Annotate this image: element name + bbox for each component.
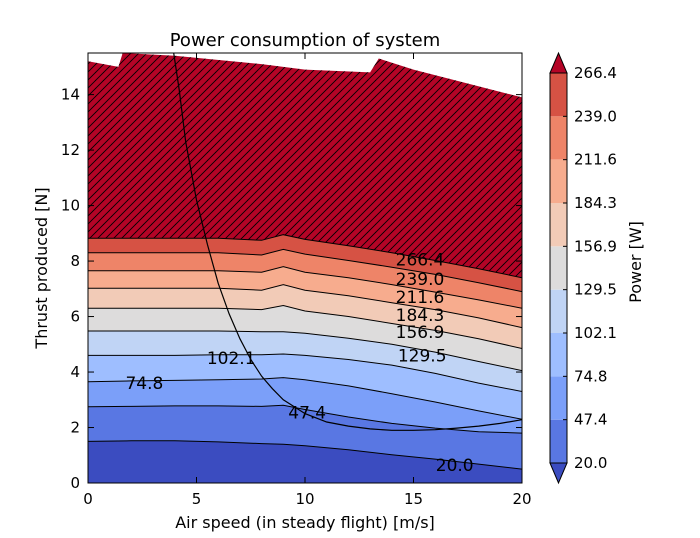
contour-label-47.4: 47.4: [288, 403, 326, 423]
plot-area: 20.0 47.4 74.8 102.1 129.5 156.9184.3211.6239…: [88, 53, 522, 483]
contour-label-266.4: 266.4: [396, 251, 445, 271]
y-axis-label: Thrust produced [N]: [32, 187, 51, 349]
colorbar-band-8: [550, 73, 567, 117]
colorbar-tick-label: 20.0: [574, 454, 607, 472]
x-tick-label: 15: [404, 490, 423, 508]
colorbar: 20.0 47.4 74.8 102.1 129.5 156.9 184.3 211.6 239…: [549, 51, 617, 485]
colorbar-frame: [549, 72, 568, 464]
colorbar-extend-bottom: [549, 462, 568, 485]
contour-label-211.6: 211.6: [396, 288, 445, 308]
contour-line-129.5: [88, 330, 522, 372]
y-tick-label: 8: [70, 252, 80, 270]
y-axis-ticks: 0 2 4 6 8 10 12 14: [61, 86, 522, 492]
contour-label-102.1: 102.1: [207, 349, 256, 369]
colorbar-band-2: [550, 333, 567, 377]
feasibility-curve: [173, 53, 522, 431]
colorbar-tick-label: 266.4: [574, 64, 617, 82]
x-axis-ticks: 0 5 10 15 20: [83, 53, 532, 508]
colorbar-tick-label: 102.1: [574, 324, 617, 342]
contour-line-184.3: [88, 284, 522, 329]
colorbar-label: Power [W]: [626, 221, 645, 303]
hatch-overlay: [88, 53, 522, 278]
contour-label-156.9: 156.9: [396, 323, 445, 343]
colorbar-band-6: [550, 159, 567, 203]
contour-label-74.8: 74.8: [125, 374, 163, 394]
x-tick-label: 10: [295, 490, 314, 508]
contour-line-211.6: [88, 266, 522, 309]
x-tick-label: 20: [512, 490, 531, 508]
y-tick-label: 12: [61, 141, 80, 159]
contour-label-20.0: 20.0: [436, 456, 474, 476]
colorbar-band-3: [550, 289, 567, 333]
y-tick-label: 6: [70, 308, 80, 326]
contour-labels: 20.0 47.4 74.8 102.1 129.5 156.9184.3211.6239…: [125, 251, 473, 476]
contour-line-102.1: [88, 353, 522, 392]
colorbar-tick-label: 156.9: [574, 237, 617, 255]
colorbar-band-0: [550, 419, 567, 463]
colorbar-tick-label: 129.5: [574, 281, 617, 299]
contour-line-266.4: [88, 234, 522, 279]
x-tick-label: 5: [192, 490, 202, 508]
chart-title: Power consumption of system: [170, 30, 441, 51]
colorbar-tick-label: 47.4: [574, 411, 607, 429]
contour-label-129.5: 129.5: [398, 346, 447, 366]
hatched-region: [88, 53, 522, 278]
y-tick-label: 10: [61, 197, 80, 215]
colorbar-band-1: [550, 376, 567, 420]
contour-label-184.3: 184.3: [396, 306, 445, 326]
contour-line-74.8: [88, 377, 522, 420]
contour-label-239.0: 239.0: [396, 270, 445, 290]
colorbar-extend-top: [549, 51, 568, 74]
y-tick-label: 0: [70, 474, 80, 492]
contour-line-20.0: [88, 440, 522, 470]
colorbar-tick-label: 74.8: [574, 367, 607, 385]
x-tick-label: 0: [83, 490, 93, 508]
feasibility-curve-layer: [173, 53, 522, 431]
y-tick-label: 2: [70, 419, 80, 437]
colorbar-band-5: [550, 203, 567, 247]
contour-line-239.0: [88, 248, 522, 293]
y-tick-label: 4: [70, 363, 80, 381]
contour-line-156.9: [88, 304, 522, 349]
x-axis-label: Air speed (in steady flight) [m/s]: [175, 513, 435, 532]
colorbar-tick-label: 211.6: [574, 151, 617, 169]
y-tick-label: 14: [61, 86, 80, 104]
colorbar-tick-label: 184.3: [574, 194, 617, 212]
colorbar-tick-label: 239.0: [574, 107, 617, 125]
colorbar-band-7: [550, 116, 567, 160]
colorbar-band-4: [550, 246, 567, 290]
